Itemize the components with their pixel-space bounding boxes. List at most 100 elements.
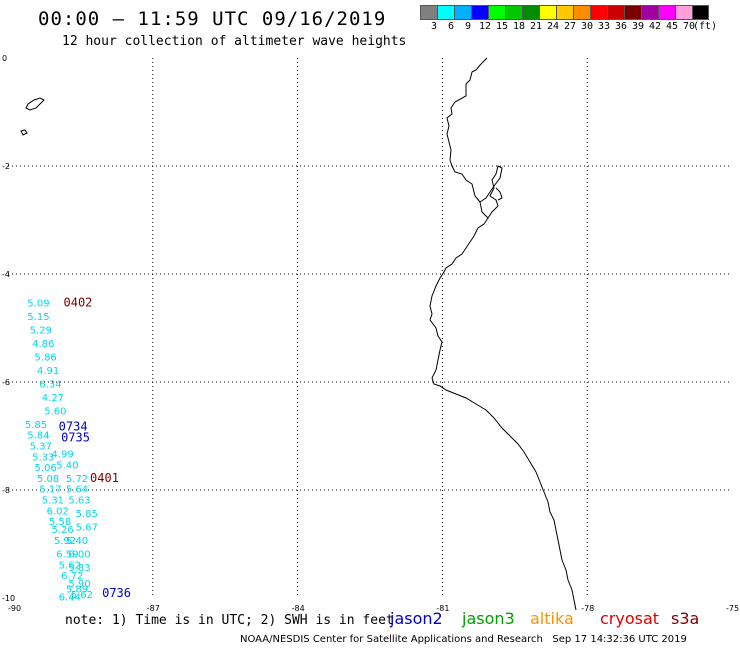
wave-height-value: 5.33 [32,452,54,463]
island-galapagos-large [25,97,45,111]
island-galapagos-small [20,129,28,136]
credit-line: NOAA/NESDIS Center for Satellite Applica… [240,634,687,645]
axis-ticks: -90 -87 -84 -81 -78 -75 0 -2 -4 -6 -8 -10 [2,54,739,613]
wave-height-value: 6.00 [68,550,90,561]
satellite-legend-item: altika [530,609,574,628]
satellite-legend-item: jason2 [390,609,443,628]
color-scale-bar [420,5,709,20]
color-swatch [488,5,505,20]
color-swatch [641,5,658,20]
color-scale-label: 30 [581,21,594,32]
color-scale-label: 12 [479,21,492,32]
color-swatch [573,5,590,20]
color-scale-label: 3 [431,21,438,32]
coastline-mainland [429,57,577,611]
color-swatch [658,5,675,20]
wave-height-value: 5.37 [30,442,52,453]
generated-timestamp: Sep 17 14:32:36 UTC 2019 [552,634,687,645]
color-swatch [420,5,437,20]
x-tick-label: -90 [8,604,21,613]
color-scale-label: (ft) [693,21,718,32]
wave-height-value: 6.59 [56,550,78,561]
wave-height-value: 5.40 [66,536,88,547]
wave-height-value: 4.91 [37,366,59,377]
color-scale-label: 15 [496,21,509,32]
y-tick-label: -10 [2,594,15,603]
color-swatch [556,5,573,20]
color-scale-label: 33 [598,21,611,32]
color-swatch [590,5,607,20]
color-scale-label: 39 [632,21,645,32]
wave-height-labels: 5.09 5.15 5.29 4.86 5.86 4.91 6.34 4.27 5.60 5.85… [25,298,98,603]
y-tick-label: -6 [2,378,10,387]
footnote: note: 1) Time is in UTC; 2) SWH is in fe… [65,613,394,628]
x-tick-label: -81 [436,604,449,613]
wave-height-value: 5.31 [42,496,64,507]
wave-height-value: 5.15 [27,312,49,323]
pass-time-label: 0402 [64,295,93,309]
y-tick-label: 0 [2,54,7,63]
wave-height-value: 5.29 [30,325,52,336]
wave-height-value: 4.99 [51,450,73,461]
wave-height-value: 5.83 [68,563,90,574]
wave-height-value: 5.64 [66,485,88,496]
grid-lines [8,58,732,598]
wave-height-value: 6.34 [39,379,61,390]
satellite-legend-item: jason3 [462,609,515,628]
wave-height-value: 5.84 [27,431,49,442]
color-swatch [607,5,624,20]
wave-height-value: 5.09 [27,298,49,309]
wave-height-value: 5.72 [66,474,88,485]
satellite-legend-item: s3a [671,609,700,628]
y-tick-label: -8 [2,486,10,495]
color-scale-label: 18 [513,21,526,32]
y-tick-label: -2 [2,162,10,171]
satellite-legend-item: cryosat [600,609,660,628]
map-subtitle: 12 hour collection of altimeter wave hei… [62,34,407,49]
color-swatch [624,5,641,20]
color-swatch [675,5,692,20]
color-swatch [522,5,539,20]
wave-height-value: 5.06 [35,463,57,474]
wave-height-value: 6.02 [47,506,69,517]
color-swatch [437,5,454,20]
pass-time-label: 0735 [61,430,90,444]
color-swatch [692,5,709,20]
color-scale-label: 6 [448,21,455,32]
wave-height-value: 5.17 [39,485,61,496]
credit-org: NOAA/NESDIS Center for Satellite Applica… [240,634,543,645]
color-scale-label: 21 [530,21,543,32]
wave-height-value: 4.86 [32,339,54,350]
x-tick-label: -75 [726,604,739,613]
wave-height-value: 5.40 [56,460,78,471]
pass-time-label: 0736 [102,586,131,600]
wave-height-value: 6.72 [61,571,83,582]
gulf-of-guayaquil [479,165,503,219]
pass-time-label: 0401 [90,471,119,485]
x-tick-label: -84 [292,604,305,613]
pass-time-label: 0734 [59,420,88,434]
color-scale-label: 45 [666,21,679,32]
color-swatch [505,5,522,20]
color-scale-label: 27 [564,21,577,32]
x-tick-label: -87 [147,604,160,613]
wave-height-value: 6.44 [59,593,81,604]
wave-height-value: 5.90 [68,579,90,590]
color-scale-label: 70 [683,21,696,32]
wave-height-value: 5.58 [49,517,71,528]
wave-height-value: 5.85 [25,420,47,431]
color-swatch [539,5,556,20]
wave-height-value: 5.86 [35,352,57,363]
wave-height-value: 5.08 [37,474,59,485]
wave-height-value: 5.89 [66,585,88,596]
coastline [20,57,577,611]
wave-height-value: 5.92 [54,536,76,547]
color-swatch [454,5,471,20]
wave-height-value: 5.62 [59,560,81,571]
wave-height-value: 5.26 [51,525,73,536]
wave-height-value: 5.60 [44,406,66,417]
map-title: 00:00 – 11:59 UTC 09/16/2019 [38,8,387,30]
y-tick-label: -4 [2,270,10,279]
